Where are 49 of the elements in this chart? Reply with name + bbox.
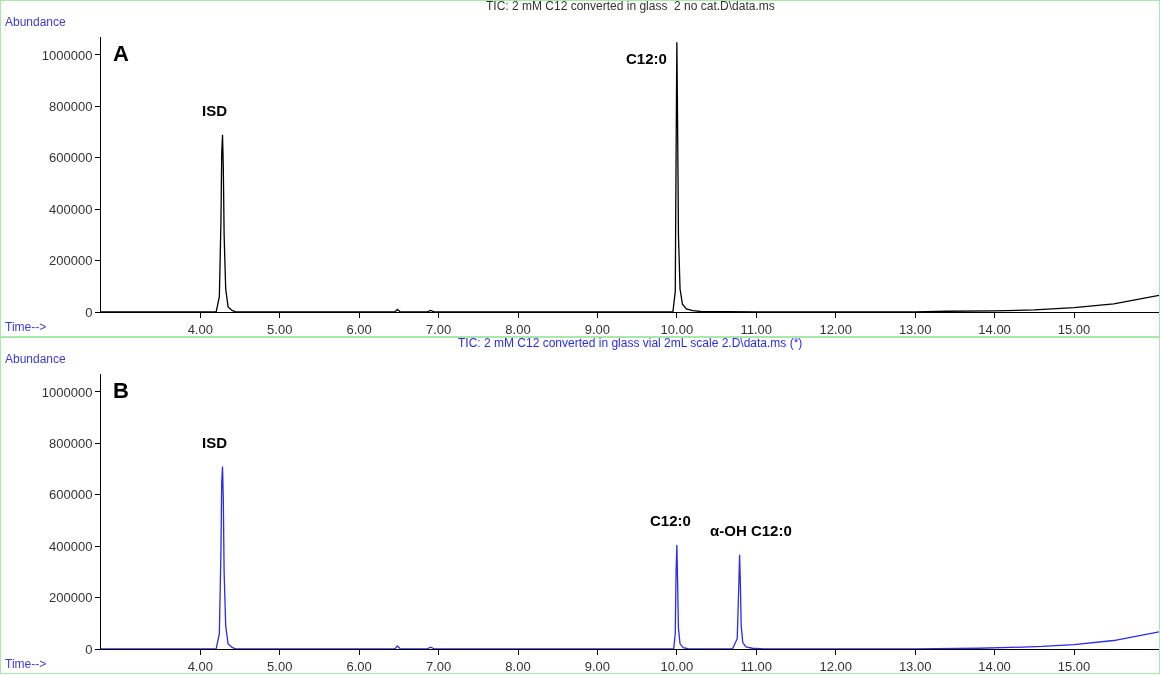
- x-axis-title: Time-->: [5, 657, 47, 671]
- y-tick-label: 600000: [49, 150, 93, 166]
- y-tick-label: 400000: [49, 201, 93, 217]
- x-tick-label: 11.00: [740, 321, 773, 337]
- x-tick-label: 15.00: [1057, 321, 1091, 337]
- y-axis-title: Abundance: [5, 15, 67, 29]
- x-tick-label: 7.00: [425, 658, 452, 674]
- annotation: C12:0: [626, 50, 667, 67]
- x-tick-label: 9.00: [584, 321, 611, 337]
- y-axis-title: Abundance: [5, 352, 67, 366]
- y-tick-label: 200000: [49, 253, 93, 269]
- x-tick-label: 14.00: [978, 658, 1011, 674]
- y-tick-label: 200000: [49, 590, 93, 606]
- y-tick-label: 1000000: [41, 384, 93, 400]
- annotation: α-OH C12:0: [710, 522, 792, 539]
- x-axis-title: Time-->: [5, 320, 47, 334]
- annotation: ISD: [202, 434, 228, 451]
- x-tick-label: 12.00: [819, 658, 852, 674]
- x-tick-label: 14.00: [978, 321, 1011, 337]
- x-tick-label: 15.00: [1057, 658, 1091, 674]
- x-tick-label: 10.00: [660, 658, 694, 674]
- x-tick-label: 13.00: [898, 321, 932, 337]
- x-tick-label: 4.00: [187, 321, 213, 337]
- y-tick-label: 0: [85, 304, 93, 320]
- x-tick-label: 12.00: [819, 321, 852, 337]
- x-tick-label: 4.00: [187, 658, 213, 674]
- y-tick-label: 600000: [49, 487, 93, 503]
- x-tick-label: 9.00: [584, 658, 611, 674]
- x-tick-label: 5.00: [267, 658, 293, 674]
- annotation: A: [113, 41, 129, 66]
- chart-title: TIC: 2 mM C12 converted in glass 2 no cat.D\data.ms: [486, 0, 775, 13]
- x-tick-label: 10.00: [660, 321, 694, 337]
- annotation: B: [113, 378, 129, 403]
- x-tick-label: 6.00: [346, 658, 372, 674]
- x-tick-label: 11.00: [740, 658, 773, 674]
- y-tick-label: 800000: [49, 435, 93, 451]
- x-tick-label: 5.00: [267, 321, 293, 337]
- annotation: C12:0: [650, 512, 691, 529]
- x-tick-label: 8.00: [505, 658, 531, 674]
- annotation: ISD: [202, 102, 228, 119]
- x-tick-label: 6.00: [346, 321, 372, 337]
- y-tick-label: 400000: [49, 538, 93, 554]
- x-tick-label: 13.00: [898, 658, 932, 674]
- y-tick-label: 1000000: [41, 47, 93, 63]
- y-tick-label: 800000: [49, 98, 93, 114]
- chart-title: TIC: 2 mM C12 converted in glass vial 2mL scale 2.D\data.ms (*): [458, 336, 803, 350]
- x-tick-label: 8.00: [505, 321, 531, 337]
- x-tick-label: 7.00: [425, 321, 452, 337]
- y-tick-label: 0: [85, 641, 93, 657]
